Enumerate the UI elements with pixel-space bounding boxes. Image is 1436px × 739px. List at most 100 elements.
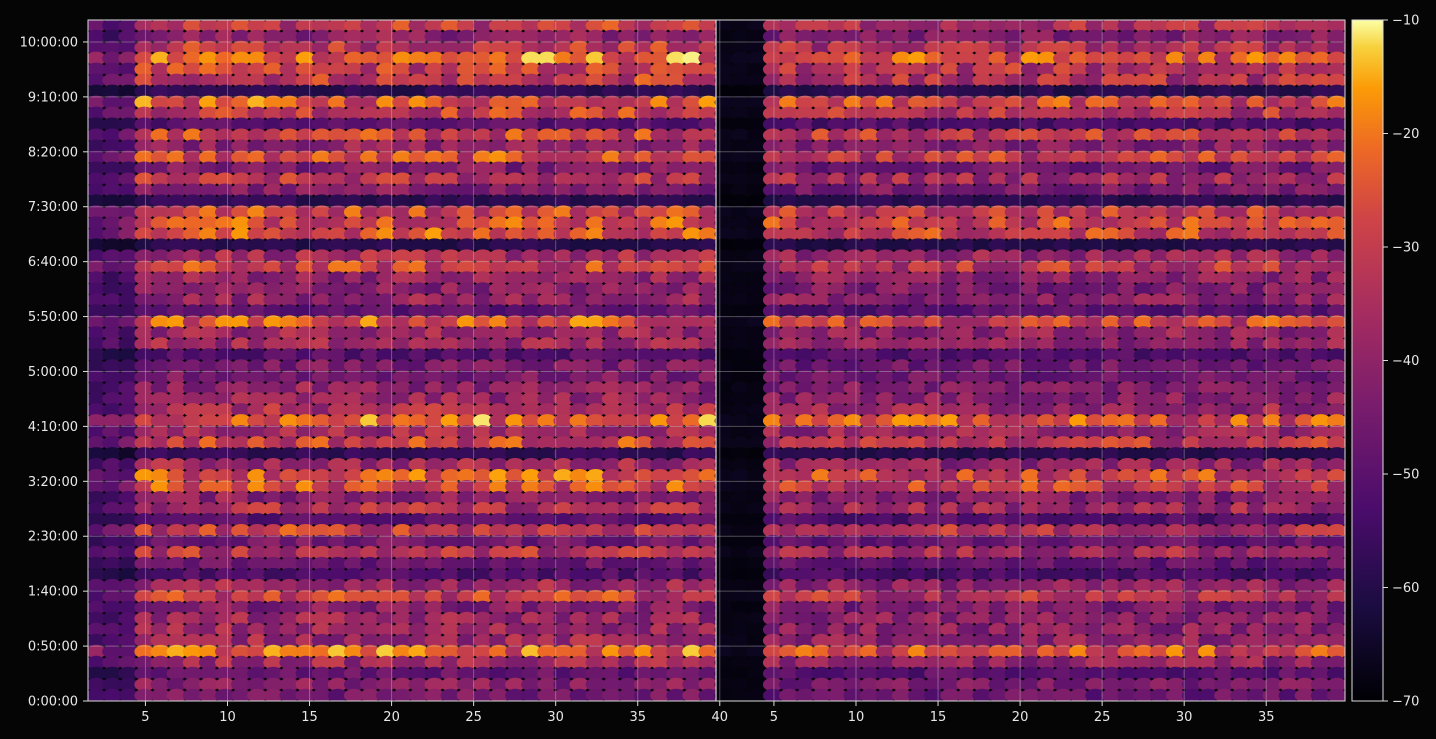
heatmap-cell xyxy=(698,227,719,241)
heatmap-cell xyxy=(1262,117,1283,132)
heatmap-cell xyxy=(730,381,751,395)
heatmap-cell xyxy=(376,106,397,121)
y-tick-label: 0:50:00 xyxy=(28,640,78,655)
heatmap-cell xyxy=(843,194,864,208)
heatmap-cell xyxy=(1149,271,1170,285)
heatmap-cell xyxy=(1278,337,1299,351)
heatmap-cell xyxy=(392,117,413,132)
heatmap-cell xyxy=(505,655,526,670)
heatmap-cell xyxy=(166,304,187,318)
heatmap-cell xyxy=(1326,183,1345,198)
heatmap-cell xyxy=(1214,249,1235,263)
heatmap-cell xyxy=(215,205,235,219)
heatmap-cell xyxy=(698,381,719,395)
heatmap-cell xyxy=(1085,260,1106,274)
heatmap-cell xyxy=(1149,62,1170,77)
heatmap-cell xyxy=(440,73,461,88)
heatmap-cell xyxy=(376,502,397,516)
heatmap-cell xyxy=(472,403,493,417)
heatmap-cell xyxy=(1069,271,1090,285)
heatmap-cell xyxy=(1069,282,1090,296)
colorbar-tick-label: −30 xyxy=(1392,241,1419,256)
heatmap-cell xyxy=(537,655,558,670)
heatmap-cell xyxy=(472,622,493,637)
heatmap-cell xyxy=(263,337,284,351)
heatmap-cell xyxy=(1165,392,1186,406)
heatmap-cell xyxy=(537,513,558,527)
heatmap-cell xyxy=(1004,260,1025,274)
heatmap-cell xyxy=(488,95,509,110)
heatmap-cell xyxy=(569,611,590,626)
heatmap-cell xyxy=(634,128,654,143)
heatmap-cell xyxy=(488,589,509,604)
heatmap-cell xyxy=(456,205,477,219)
heatmap-cell xyxy=(263,644,284,659)
heatmap-cell xyxy=(553,622,574,637)
heatmap-cell xyxy=(1181,194,1202,208)
heatmap-cell xyxy=(940,216,961,230)
heatmap-cell xyxy=(408,688,429,701)
heatmap-cell xyxy=(295,359,316,373)
heatmap-cell xyxy=(1214,381,1235,395)
heatmap-cell xyxy=(360,216,380,230)
heatmap-cell xyxy=(343,567,364,582)
heatmap-cell xyxy=(924,326,945,340)
heatmap-cell xyxy=(88,480,107,494)
heatmap-cell xyxy=(553,502,574,516)
heatmap-cell xyxy=(166,315,187,329)
heatmap-cell xyxy=(666,128,687,143)
heatmap-cell xyxy=(1181,326,1202,340)
heatmap-cell xyxy=(1149,359,1170,373)
heatmap-cell xyxy=(1069,20,1090,33)
heatmap-cell xyxy=(730,172,751,187)
heatmap-cell xyxy=(1053,150,1073,165)
heatmap-cell xyxy=(343,502,364,516)
heatmap-cell xyxy=(666,172,687,187)
heatmap-cell xyxy=(617,106,638,121)
heatmap-cell xyxy=(505,29,526,44)
heatmap-cell xyxy=(1020,216,1041,230)
heatmap-cell xyxy=(601,392,622,406)
heatmap-cell xyxy=(891,161,912,176)
heatmap-cell xyxy=(746,315,767,329)
heatmap-cell xyxy=(472,304,493,318)
heatmap-cell xyxy=(795,29,816,44)
heatmap-cell xyxy=(215,447,235,461)
heatmap-cell xyxy=(134,227,155,241)
heatmap-cell xyxy=(585,293,606,307)
heatmap-cell xyxy=(682,161,703,176)
heatmap-cell xyxy=(311,106,332,121)
heatmap-cell xyxy=(231,51,252,66)
heatmap-cell xyxy=(650,40,671,55)
heatmap-cell xyxy=(811,227,832,241)
heatmap-cell xyxy=(521,128,542,143)
heatmap-cell xyxy=(843,51,864,66)
heatmap-cell xyxy=(730,84,751,99)
heatmap-cell xyxy=(634,249,654,263)
heatmap-cell xyxy=(907,128,928,143)
heatmap-cell xyxy=(1246,282,1267,296)
heatmap-cell xyxy=(601,84,622,99)
heatmap-cell xyxy=(795,337,816,351)
heatmap-cell xyxy=(1181,40,1202,55)
heatmap-cell xyxy=(166,611,187,626)
heatmap-cell xyxy=(247,106,268,121)
heatmap-cell xyxy=(392,29,413,44)
heatmap-cell xyxy=(1133,128,1154,143)
heatmap-cell xyxy=(247,567,268,582)
heatmap-cell xyxy=(198,578,219,593)
heatmap-cell xyxy=(617,117,638,132)
heatmap-cell xyxy=(1198,183,1218,198)
heatmap-cell xyxy=(521,139,542,154)
heatmap-cell xyxy=(1069,205,1090,219)
heatmap-cell xyxy=(956,315,977,329)
heatmap-cell xyxy=(875,139,896,154)
heatmap-cell xyxy=(472,425,493,439)
heatmap-cell xyxy=(472,73,493,88)
heatmap-cell xyxy=(1053,282,1073,296)
heatmap-cell xyxy=(327,633,348,648)
heatmap-cell xyxy=(1036,403,1057,417)
heatmap-cell xyxy=(424,447,445,461)
heatmap-cell xyxy=(488,600,509,615)
heatmap-cell xyxy=(1246,337,1267,351)
